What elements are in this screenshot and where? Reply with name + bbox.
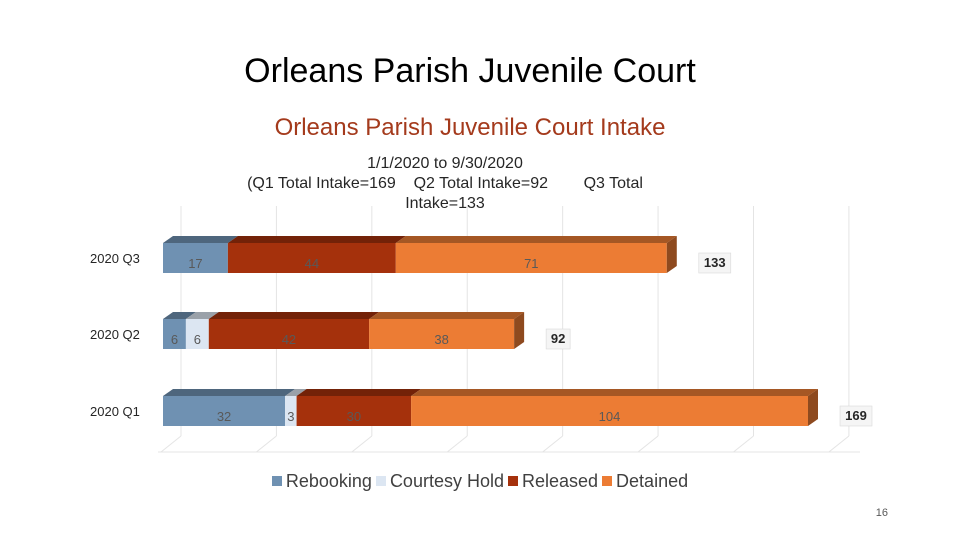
total-label-box	[545, 328, 571, 350]
total-label-box	[698, 252, 732, 274]
bar-top-face	[163, 312, 196, 319]
bar-segment	[227, 243, 396, 273]
labels: 2020 Q3 2020 Q2 2020 Q1 17 44 71 133 6 6 42 38 92 32…	[90, 251, 873, 427]
bar-end-face	[514, 312, 525, 349]
subtitle-line: Intake=133	[405, 195, 485, 212]
legend-swatch	[507, 476, 518, 486]
category-label: 2020 Q3	[90, 251, 140, 266]
bar-segment	[369, 319, 515, 349]
legend-swatch	[602, 476, 613, 486]
data-label: 17	[188, 256, 202, 271]
slide-number: 16	[875, 507, 888, 519]
total-label: 92	[551, 331, 565, 346]
gridline-floor	[160, 435, 182, 453]
gridline-floor	[351, 435, 373, 453]
bar-top-face	[411, 389, 818, 396]
total-label: 133	[704, 255, 726, 270]
bar-top-face	[285, 389, 307, 396]
legend-item: Courtesy Hold	[375, 471, 504, 492]
bar-segment	[285, 396, 297, 426]
legend-item: Released	[507, 471, 599, 492]
data-label: 42	[282, 332, 296, 347]
chart-title: Orleans Parish Juvenile Court Intake	[274, 114, 666, 141]
bar-end-face	[808, 389, 818, 426]
gridline-floor	[637, 435, 659, 453]
total-label-box	[839, 405, 873, 427]
total-label: 169	[845, 408, 867, 423]
data-label: 71	[524, 256, 538, 271]
legend: Rebooking Courtesy Hold Released Detained	[0, 471, 960, 492]
bar-segment	[411, 396, 808, 426]
page-title: Orleans Parish Juvenile Court	[244, 52, 696, 90]
gridline-floor	[542, 435, 563, 453]
gridline-floor	[256, 435, 277, 453]
bar-segment	[163, 243, 228, 273]
bar-top-face	[395, 236, 677, 243]
bar-top-face	[296, 389, 422, 396]
bar-top-face	[208, 312, 380, 319]
legend-item: Rebooking	[271, 471, 372, 492]
data-label: 44	[305, 256, 319, 271]
data-label: 32	[217, 409, 231, 424]
legend-swatch	[271, 476, 282, 486]
legend-label: Detained	[616, 471, 689, 491]
chart-subtitle: 1/1/2020 to 9/30/2020 (Q1 Total Intake=1…	[220, 154, 670, 214]
data-label: 6	[171, 332, 178, 347]
bar-top-face	[163, 236, 238, 243]
gridline-floor	[733, 435, 754, 453]
bars	[163, 236, 818, 426]
bar-segment	[395, 243, 667, 273]
data-label: 30	[347, 409, 361, 424]
legend-label: Released	[521, 471, 599, 491]
gridline-floor	[828, 435, 850, 453]
bar-segment	[163, 319, 186, 349]
bar-top-face	[227, 236, 406, 243]
data-label: 38	[434, 332, 448, 347]
subtitle-line: 1/1/2020 to 9/30/2020	[367, 155, 523, 172]
bar-segment	[185, 319, 209, 349]
legend-label: Rebooking	[285, 471, 372, 491]
subtitle-line: (Q1 Total Intake=169 Q2 Total Intake=92 …	[247, 175, 643, 192]
legend-item: Detained	[602, 471, 688, 492]
bar-top-face	[369, 312, 525, 319]
category-label: 2020 Q1	[90, 404, 140, 419]
bar-segment	[163, 396, 286, 426]
legend-label: Courtesy Hold	[389, 471, 504, 491]
legend-swatch	[375, 476, 386, 486]
data-label: 6	[194, 332, 201, 347]
data-label: 104	[599, 409, 621, 424]
gridline-floor	[446, 435, 468, 453]
data-label: 3	[287, 409, 294, 424]
bar-top-face	[163, 389, 296, 396]
bar-segment	[208, 319, 370, 349]
bar-top-face	[185, 312, 219, 319]
category-label: 2020 Q2	[90, 327, 140, 342]
bar-segment	[296, 396, 412, 426]
bar-end-face	[666, 236, 677, 273]
